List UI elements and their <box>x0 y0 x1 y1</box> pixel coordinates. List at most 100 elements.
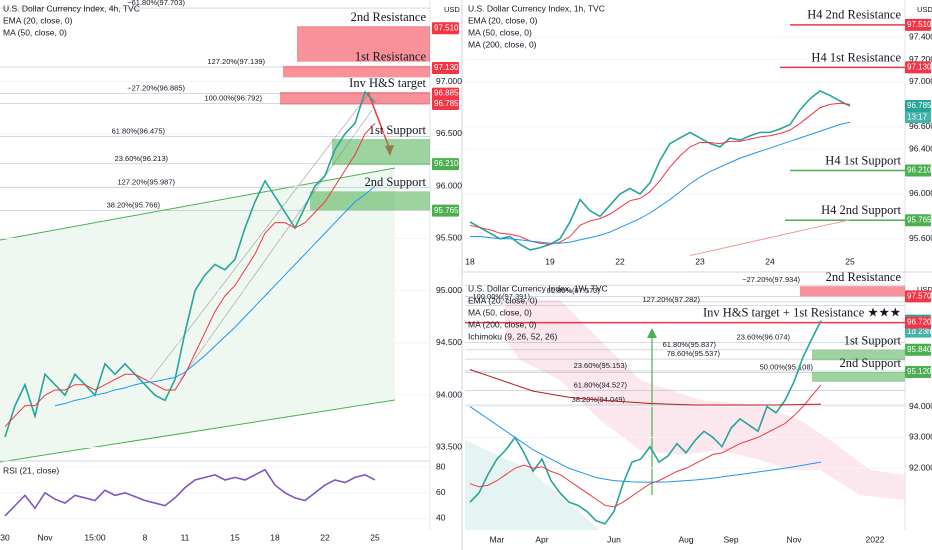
price-tag <box>905 164 931 177</box>
series-line <box>4 123 376 427</box>
level-label: 1st Support <box>369 123 427 137</box>
fib-label: 127.20%(97.282) <box>642 295 700 304</box>
level-label: H4 1st Resistance <box>811 50 901 64</box>
fib-label: 100.00%(96.792) <box>204 93 262 102</box>
chart-title: U.S. Dollar Currency Index, 4h, TVC <box>3 3 140 13</box>
y-tick-label: 40 <box>436 513 446 523</box>
fib-label: 61.80%(96.475) <box>112 126 166 135</box>
x-tick-label: 15 <box>230 532 240 542</box>
price-tag <box>432 87 459 100</box>
price-tag-label: 95.840 <box>907 345 932 354</box>
y-tick-label: 94.500 <box>436 337 462 347</box>
fib-label: 61.80%(95.837) <box>663 340 717 349</box>
series-line <box>4 468 376 517</box>
price-tag <box>432 158 459 171</box>
level-label: H4 2nd Support <box>821 203 901 217</box>
legend-entry: MA (50, close, 0) <box>468 307 532 317</box>
y-tick-label: 94.000 <box>909 401 932 411</box>
fib-label: 23.60%(96.074) <box>737 333 791 342</box>
series-line <box>469 320 822 525</box>
x-tick-label: 8 <box>143 532 148 542</box>
chart-title: U.S. Dollar Currency Index, 1h, TVC <box>468 3 605 13</box>
level-label: Inv H&S target + 1st Resistance ★★★ <box>703 305 901 319</box>
fib-label: 23.60%(96.213) <box>115 154 169 163</box>
price-tag-label: 96.785 <box>907 101 932 110</box>
level-label: 2nd Resistance <box>826 270 902 284</box>
series-line <box>54 185 376 407</box>
price-tag-label: 96.720 <box>907 318 932 327</box>
arrow-head <box>647 328 657 338</box>
level-label: H4 1st Support <box>825 153 901 167</box>
y-tick-label: 96.000 <box>436 180 462 190</box>
y-tick-label: 96.000 <box>909 188 932 198</box>
fib-label: 50.00%(95.108) <box>760 362 814 371</box>
countdown-bg <box>905 326 931 338</box>
chart-title: U.S. Dollar Currency Index, 1W, TVC <box>468 283 608 293</box>
fib-label: 23.60%(95.153) <box>574 361 628 370</box>
y-tick-label: 95.500 <box>436 233 462 243</box>
y-tick-label: 95.600 <box>909 233 932 243</box>
price-tag <box>432 22 459 35</box>
price-tag <box>905 18 931 31</box>
x-tick-label: Nov <box>37 532 53 542</box>
price-tag-label: 96.785 <box>434 99 459 108</box>
price-tag <box>905 61 931 74</box>
price-tag-label: 97.130 <box>907 63 932 72</box>
x-tick-label: Apr <box>535 534 548 544</box>
legend-entry: EMA (20, close, 0) <box>468 15 538 25</box>
y-tick-label: 60 <box>436 487 446 497</box>
y-tick-label: 96.600 <box>909 121 932 131</box>
x-tick-label: Sep <box>723 534 738 544</box>
price-tag-label: 97.510 <box>907 20 932 29</box>
level-label: H4 2nd Resistance <box>807 8 901 22</box>
y-tick-label: 97.000 <box>909 76 932 86</box>
price-tag-label: 96.210 <box>907 166 932 175</box>
y-tick-label: 93.500 <box>436 442 462 452</box>
legend-entry: EMA (20, close, 0) <box>3 15 73 25</box>
series-line <box>689 219 851 257</box>
price-tag <box>905 343 931 356</box>
x-tick-label: 2022 <box>866 534 885 544</box>
price-tag-label: 96.210 <box>434 159 459 168</box>
price-tag-label: 96.885 <box>434 89 459 98</box>
level-label: 2nd Resistance <box>351 10 427 24</box>
countdown-bg <box>905 112 931 124</box>
price-tag <box>432 61 459 74</box>
legend-entry: MA (50, close, 0) <box>3 27 67 37</box>
legend-entry: MA (200, close, 0) <box>468 319 537 329</box>
series-line <box>470 121 851 244</box>
x-tick-label: Nov <box>786 534 802 544</box>
level-label: 1st Support <box>844 334 902 348</box>
chart-title: RSI (21, close) <box>3 465 59 475</box>
x-tick-label: 19 <box>545 256 555 266</box>
x-tick-label: 18 <box>465 256 475 266</box>
y-tick-label: 94.000 <box>436 389 462 399</box>
price-tag-label: 97.570 <box>907 291 932 300</box>
x-tick-label: 22 <box>615 256 625 266</box>
series-line <box>469 369 822 406</box>
fib-label: 61.80%(97.573) <box>547 286 601 295</box>
level-zone <box>812 371 905 382</box>
price-tag-label: 97.130 <box>434 63 459 72</box>
y-tick-label: 92.000 <box>909 463 932 473</box>
fib-label: 38.20%(95.766) <box>107 201 161 210</box>
y-tick-label: 97.400 <box>909 31 932 41</box>
price-tag <box>905 316 931 329</box>
legend-entry: MA (200, close, 0) <box>468 39 537 49</box>
price-tag <box>432 204 459 217</box>
series-line <box>469 384 822 508</box>
y-tick-label: 96.400 <box>909 143 932 153</box>
x-tick-label: 22 <box>320 532 330 542</box>
level-label: Inv H&S target <box>349 76 426 90</box>
y-tick-label: 93.000 <box>909 432 932 442</box>
price-tag <box>905 214 931 227</box>
y-tick-label: 80 <box>436 461 446 471</box>
series-line <box>469 90 851 251</box>
fib-label: −61.80%(97.703) <box>127 0 185 7</box>
price-tag-label: 95.765 <box>907 215 932 224</box>
channel-line <box>0 399 396 463</box>
countdown: 1d 23h <box>907 327 931 336</box>
currency: USD <box>444 5 460 14</box>
price-tag-label: 95.120 <box>907 367 932 376</box>
currency: USD <box>917 285 932 294</box>
